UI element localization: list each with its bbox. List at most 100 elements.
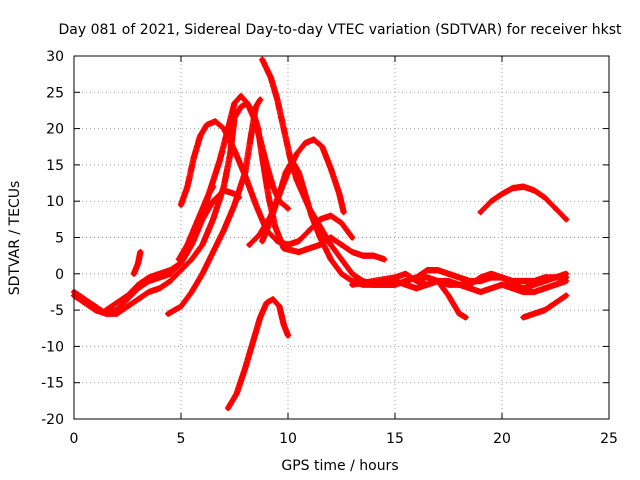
data-point bbox=[210, 249, 216, 255]
data-point bbox=[520, 289, 527, 295]
data-point bbox=[552, 205, 559, 212]
data-point bbox=[338, 242, 345, 248]
data-point bbox=[165, 311, 171, 317]
data-point bbox=[246, 242, 253, 248]
data-point bbox=[302, 140, 308, 146]
data-point bbox=[285, 169, 291, 175]
data-point bbox=[276, 303, 283, 310]
data-point bbox=[381, 256, 387, 262]
series-trace-7 bbox=[259, 136, 347, 245]
data-point bbox=[413, 278, 419, 284]
data-point bbox=[542, 307, 548, 313]
data-point bbox=[167, 267, 173, 273]
y-tick-label: -15 bbox=[41, 376, 64, 392]
data-point bbox=[157, 271, 163, 277]
data-point bbox=[445, 271, 452, 277]
data-point bbox=[210, 198, 216, 204]
data-point bbox=[225, 126, 231, 132]
data-point bbox=[349, 249, 355, 255]
data-point bbox=[191, 155, 197, 161]
data-point bbox=[114, 311, 120, 317]
data-point bbox=[178, 260, 184, 266]
data-point bbox=[296, 249, 302, 255]
data-point bbox=[349, 271, 355, 277]
axis-ticks: 0 5 10 15 20 25 -20 -15 -10 -5 0 5 10 15 20 25 30 bbox=[41, 49, 618, 447]
chart-title: Day 081 of 2021, Sidereal Day-to-day VTE… bbox=[59, 22, 622, 38]
data-point bbox=[137, 249, 143, 255]
data-point bbox=[249, 129, 255, 135]
data-point bbox=[552, 282, 559, 288]
data-point bbox=[251, 336, 257, 342]
data-point bbox=[319, 144, 325, 150]
data-point bbox=[336, 191, 342, 197]
data-point bbox=[231, 147, 238, 153]
data-point bbox=[281, 322, 287, 328]
data-point bbox=[311, 136, 317, 143]
data-point bbox=[231, 100, 238, 106]
data-point bbox=[488, 271, 494, 277]
data-point bbox=[103, 307, 109, 313]
data-point bbox=[199, 242, 205, 248]
data-point bbox=[531, 187, 537, 193]
series-trace-5 bbox=[259, 56, 469, 321]
series-trace-13 bbox=[349, 277, 570, 296]
data-point bbox=[244, 100, 250, 106]
data-point bbox=[542, 285, 548, 291]
data-point bbox=[146, 289, 152, 295]
x-tick-label: 15 bbox=[386, 431, 404, 447]
series-trace-15 bbox=[520, 292, 570, 321]
data-point bbox=[371, 282, 377, 288]
data-point bbox=[189, 289, 195, 295]
data-point bbox=[563, 271, 569, 277]
data-point bbox=[253, 104, 259, 110]
data-point bbox=[274, 238, 280, 244]
data-point bbox=[403, 282, 409, 288]
data-point bbox=[253, 202, 259, 208]
data-point bbox=[424, 282, 430, 288]
y-tick-label: 20 bbox=[46, 122, 64, 138]
data-point bbox=[178, 303, 184, 310]
data-point bbox=[184, 184, 191, 190]
data-point bbox=[238, 104, 244, 110]
data-point bbox=[234, 390, 240, 397]
data-point bbox=[281, 245, 287, 251]
data-point bbox=[242, 365, 248, 371]
grid bbox=[74, 56, 609, 419]
data-point bbox=[242, 169, 248, 175]
data-point bbox=[167, 278, 173, 284]
data-point bbox=[146, 274, 152, 281]
data-point bbox=[552, 274, 559, 281]
y-tick-label: -10 bbox=[41, 339, 64, 355]
data-point bbox=[306, 227, 312, 233]
data-point bbox=[210, 184, 216, 190]
data-point bbox=[216, 158, 223, 164]
data-point bbox=[272, 224, 278, 230]
y-tick-label: -5 bbox=[50, 303, 64, 319]
data-point bbox=[270, 184, 276, 190]
y-tick-label: 0 bbox=[55, 267, 64, 283]
data-point bbox=[259, 238, 265, 244]
y-tick-label: 10 bbox=[46, 194, 64, 210]
y-tick-label: 25 bbox=[46, 85, 64, 101]
data-point bbox=[478, 209, 484, 215]
data-point bbox=[306, 245, 312, 251]
data-point bbox=[563, 216, 569, 222]
data-point bbox=[338, 256, 345, 262]
data-point bbox=[274, 96, 280, 103]
data-point bbox=[210, 216, 216, 222]
data-point bbox=[510, 285, 516, 291]
data-point bbox=[360, 253, 366, 259]
y-tick-label: 30 bbox=[46, 49, 64, 65]
data-point bbox=[328, 256, 334, 262]
data-point bbox=[456, 311, 462, 317]
data-point bbox=[349, 234, 355, 241]
series-trace-14 bbox=[477, 183, 570, 223]
data-point bbox=[114, 300, 120, 306]
data-point bbox=[293, 151, 300, 157]
data-point bbox=[542, 278, 548, 284]
data-point bbox=[456, 282, 462, 288]
data-point bbox=[221, 184, 227, 190]
data-point bbox=[225, 405, 231, 411]
data-point bbox=[328, 165, 334, 172]
data-point bbox=[212, 118, 218, 124]
